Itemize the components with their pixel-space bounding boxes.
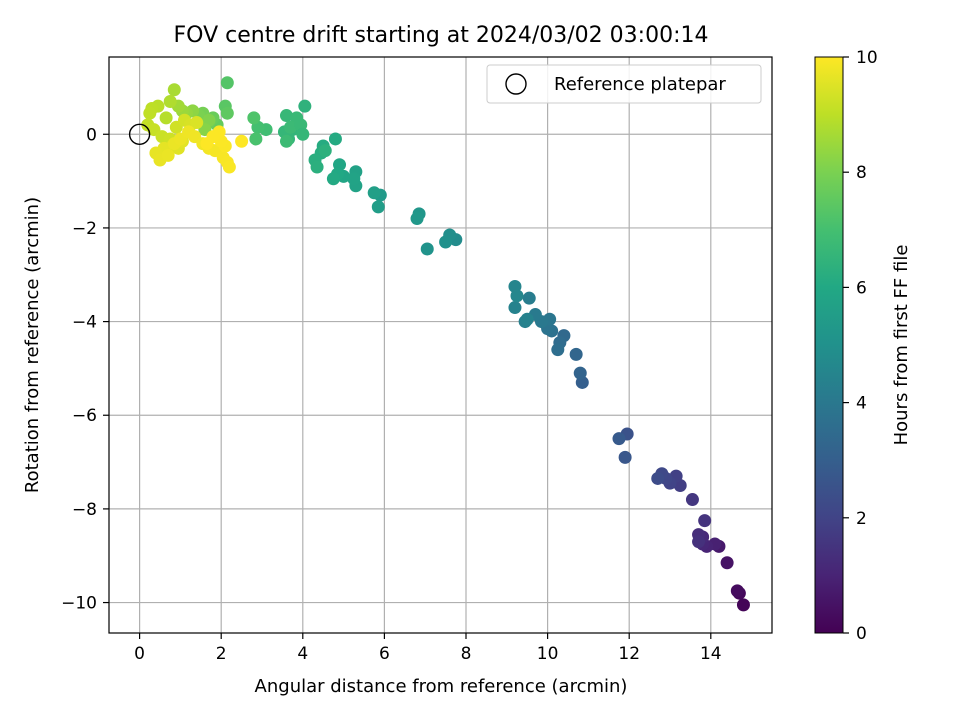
legend-label-reference: Reference platepar [554,74,726,95]
scatter-point [522,291,536,305]
legend: Reference platepar [486,64,762,104]
scatter-point [161,148,175,162]
scatter-point [220,106,234,120]
colorbar-tick-label: 8 [856,163,867,183]
legend-box [486,64,762,104]
scatter-point [651,471,665,485]
scatter-point [235,134,249,148]
scatter-point [190,116,204,130]
plot-frame [108,56,773,634]
scatter-point [298,99,312,113]
scatter-point [326,172,340,186]
colorbar-tick-label: 2 [856,509,867,529]
y-tick-label: −6 [72,406,97,426]
scatter-point [143,106,157,120]
colorbar-label: Hours from first FF file [891,245,912,446]
colorbar-tick-label: 4 [856,394,867,414]
reference-platepar-marker [128,123,151,145]
scatter-point [371,200,385,214]
scatter-point [736,598,750,612]
scatter-point [318,144,332,158]
scatter-point [720,556,734,570]
scatter-point [508,301,522,315]
colorbar-tick-label: 0 [856,624,867,644]
y-tick-label: −2 [72,219,97,239]
scatter-point [222,160,236,174]
colorbar-tick-label: 10 [856,48,878,68]
scatter-point [220,76,234,90]
scatter-point [247,111,261,125]
scatter-point [698,514,712,528]
scatter-point [612,432,626,446]
scatter-point [249,132,263,146]
scatter-point [692,535,706,549]
scatter-point [573,366,587,380]
scatter-point [159,111,173,125]
scatter-point [730,584,744,598]
y-tick-label: 0 [86,125,97,145]
scatter-point [439,235,453,249]
scatter-point [420,242,434,256]
scatter-point [167,83,181,97]
legend-marker-reference [505,73,527,95]
y-axis-label: Rotation from reference (arcmin) [22,197,43,493]
y-axis-ticks: 0 −2 −4 −6 −8 −10 [61,125,109,614]
scatter-point [284,120,298,134]
colorbar-ticks: 0 2 4 6 8 10 [843,48,878,644]
x-tick-label: 6 [379,644,390,664]
scatter-point [569,347,583,361]
x-axis-ticks: 0 2 4 6 8 10 12 14 [134,633,722,664]
colorbar-tick-label: 6 [856,278,867,298]
scatter-point [347,172,361,186]
x-tick-label: 10 [537,644,559,664]
x-tick-label: 12 [618,644,640,664]
scatter-point [200,137,214,151]
scatter-point [279,134,293,148]
x-tick-label: 0 [134,644,145,664]
scatter-point [163,94,177,108]
y-tick-label: −10 [61,594,97,614]
scatter-point [551,343,565,357]
scatter-point [310,160,324,174]
scatter-point [328,132,342,146]
y-tick-label: −8 [72,500,97,520]
scatter-point [296,127,310,141]
points-layer [141,76,750,612]
scatter-point [510,289,524,303]
scatter-point [410,212,424,226]
chart-title: FOV centre drift starting at 2024/03/02 … [174,23,709,48]
scatter-point [279,109,293,123]
x-tick-label: 4 [297,644,308,664]
x-axis-label: Angular distance from reference (arcmin) [255,676,628,697]
scatter-point [618,450,632,464]
scatter-point [367,186,381,200]
scatter-point [520,312,534,326]
scatter-point [685,493,699,507]
x-tick-label: 14 [700,644,722,664]
grid-layer [109,57,772,633]
x-tick-label: 8 [461,644,472,664]
colorbar-gradient [814,56,844,634]
x-tick-label: 2 [216,644,227,664]
colorbar: 0 2 4 6 8 10 Hours from first FF file [814,48,912,644]
y-tick-label: −4 [72,313,97,333]
